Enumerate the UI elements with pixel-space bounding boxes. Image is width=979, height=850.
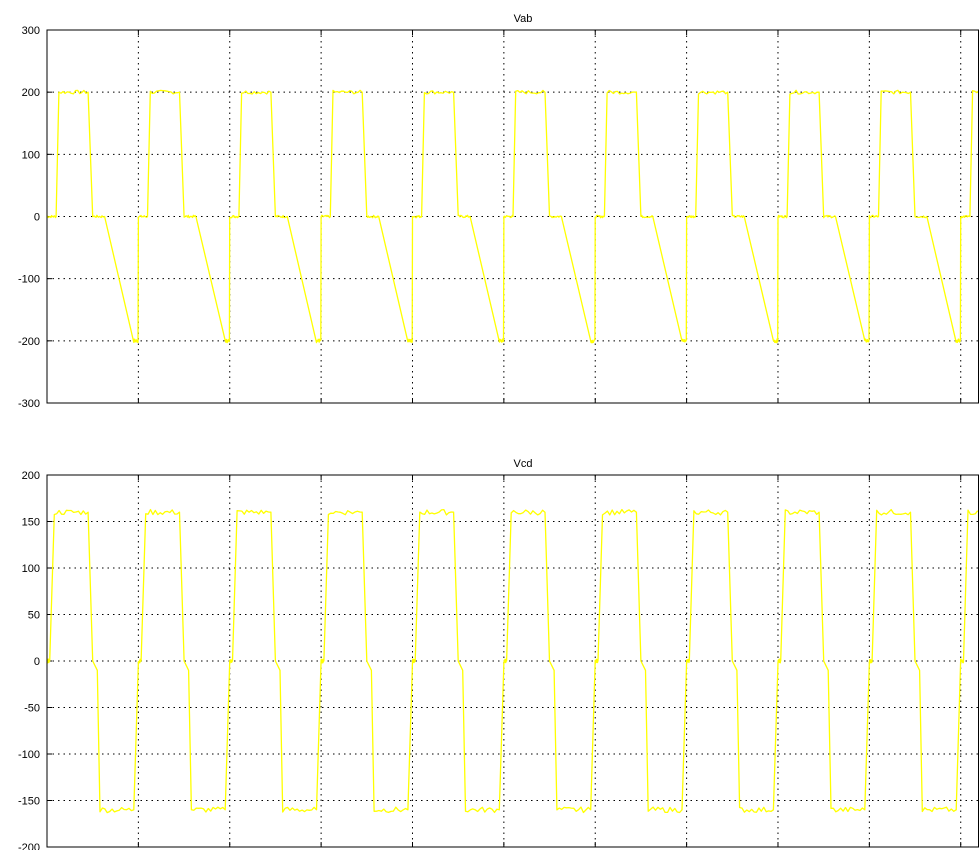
y-tick-label: -200 bbox=[18, 842, 40, 850]
vcd-chart: Vcd -200 -150 -100 -50 0 50 100 150 200 bbox=[18, 458, 979, 850]
y-tick-label: 200 bbox=[22, 470, 40, 482]
y-tick-label: -100 bbox=[18, 274, 40, 286]
y-tick-label: 200 bbox=[22, 87, 40, 99]
series-line bbox=[46, 89, 979, 344]
y-tick-label: -100 bbox=[18, 749, 40, 761]
y-tick-label: 0 bbox=[34, 212, 40, 224]
vab-chart: Vab -300 -200 -100 0 100 200 300 bbox=[18, 13, 979, 410]
chart-title: Vab bbox=[514, 13, 533, 25]
y-tick-label: 50 bbox=[28, 610, 40, 622]
chart-title: Vcd bbox=[514, 458, 533, 470]
y-tick-label: -150 bbox=[18, 796, 40, 808]
y-tick-label: 0 bbox=[34, 656, 40, 668]
series-line bbox=[46, 508, 979, 814]
y-tick-label: -200 bbox=[18, 336, 40, 348]
y-tick-label: 300 bbox=[22, 25, 40, 37]
y-tick-label: 100 bbox=[22, 563, 40, 575]
y-tick-label: -300 bbox=[18, 398, 40, 410]
y-tick-label: -50 bbox=[24, 703, 40, 715]
y-tick-label: 100 bbox=[22, 149, 40, 161]
y-tick-label: 150 bbox=[22, 517, 40, 529]
